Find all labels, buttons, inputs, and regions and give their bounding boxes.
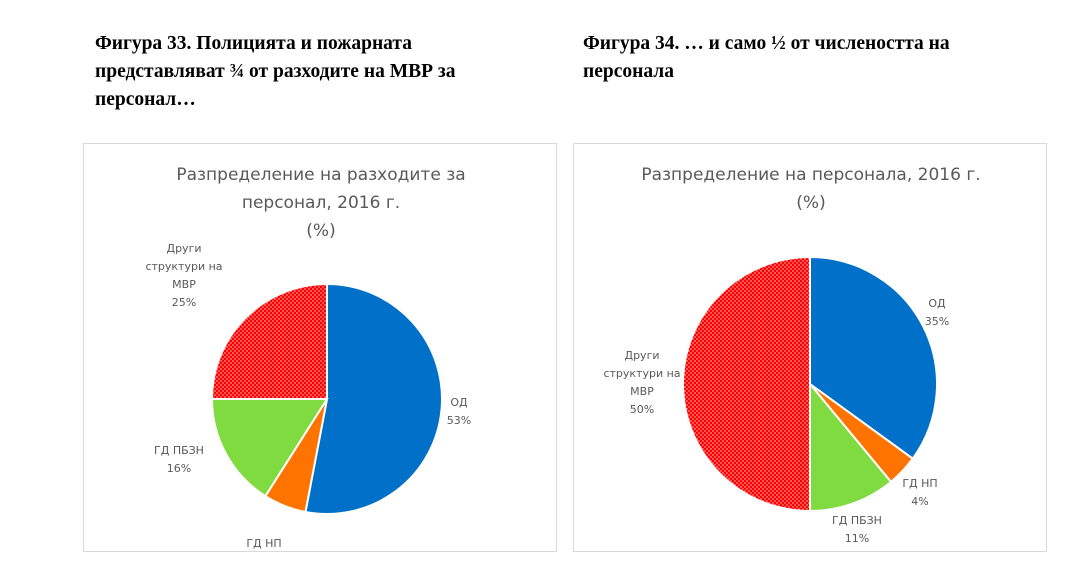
data-label-value: 35% <box>925 315 949 328</box>
pie-slice-1 <box>304 282 443 515</box>
pie-slice-1 <box>809 255 938 461</box>
data-label-category: ОД <box>450 396 468 409</box>
figure-33-heading: Фигура 33. Полицията и пожарната предста… <box>95 30 455 114</box>
heading-line: Фигура 34. … и само ½ от числеността на <box>583 33 950 54</box>
data-label-category: структури на <box>145 260 222 273</box>
data-label-category: ГД НП <box>902 477 937 490</box>
data-label-category: ОД <box>928 297 946 310</box>
pie-slice-3 <box>210 398 329 498</box>
data-label-category: МВР <box>630 385 654 398</box>
personnel-pie-svg: Разпределение на персонала, 2016 г. (%) ОД… <box>603 165 980 545</box>
chart-title-line: (%) <box>796 193 825 213</box>
chart-title-line: Разпределение на персонала, 2016 г. <box>641 165 980 185</box>
chart-title-line: (%) <box>306 221 335 241</box>
data-label-value: 11% <box>845 532 869 545</box>
chart-title-line: Разпределение на разходите за <box>176 165 465 185</box>
personnel-pie-chart: Разпределение на персонала, 2016 г. (%) ОД… <box>573 143 1047 552</box>
data-label-value: 50% <box>630 403 654 416</box>
data-label-category: Други <box>166 242 201 255</box>
figure-34-heading: Фигура 34. … и само ½ от числеността на … <box>583 30 950 86</box>
data-label-category: ГД ПБЗН <box>832 514 882 527</box>
heading-line: персонала <box>583 61 674 82</box>
expenses-pie-chart: Разпределение на разходите за персонал, 2… <box>83 143 557 552</box>
heading-line: персонал… <box>95 89 196 110</box>
pie-slice-4 <box>682 255 811 513</box>
data-label-value: 4% <box>911 495 928 508</box>
data-label-category: Други <box>624 349 659 362</box>
heading-line: Фигура 33. Полицията и пожарната <box>95 33 412 54</box>
data-label-category: структури на <box>603 367 680 380</box>
chart-title-line: персонал, 2016 г. <box>242 193 400 213</box>
data-label-category: ГД НП <box>246 537 281 550</box>
data-label-value: 53% <box>447 414 471 427</box>
expenses-pie-svg: Разпределение на разходите за персонал, 2… <box>145 165 471 550</box>
data-label-category: ГД ПБЗН <box>154 444 204 457</box>
data-label-category: МВР <box>172 278 196 291</box>
heading-line: представляват ¾ от разходите на МВР за <box>95 61 456 82</box>
pie-slice-3 <box>809 381 893 513</box>
data-label-value: 25% <box>172 296 196 309</box>
pie-slice-4 <box>210 282 328 400</box>
data-label-value: 16% <box>167 462 191 475</box>
